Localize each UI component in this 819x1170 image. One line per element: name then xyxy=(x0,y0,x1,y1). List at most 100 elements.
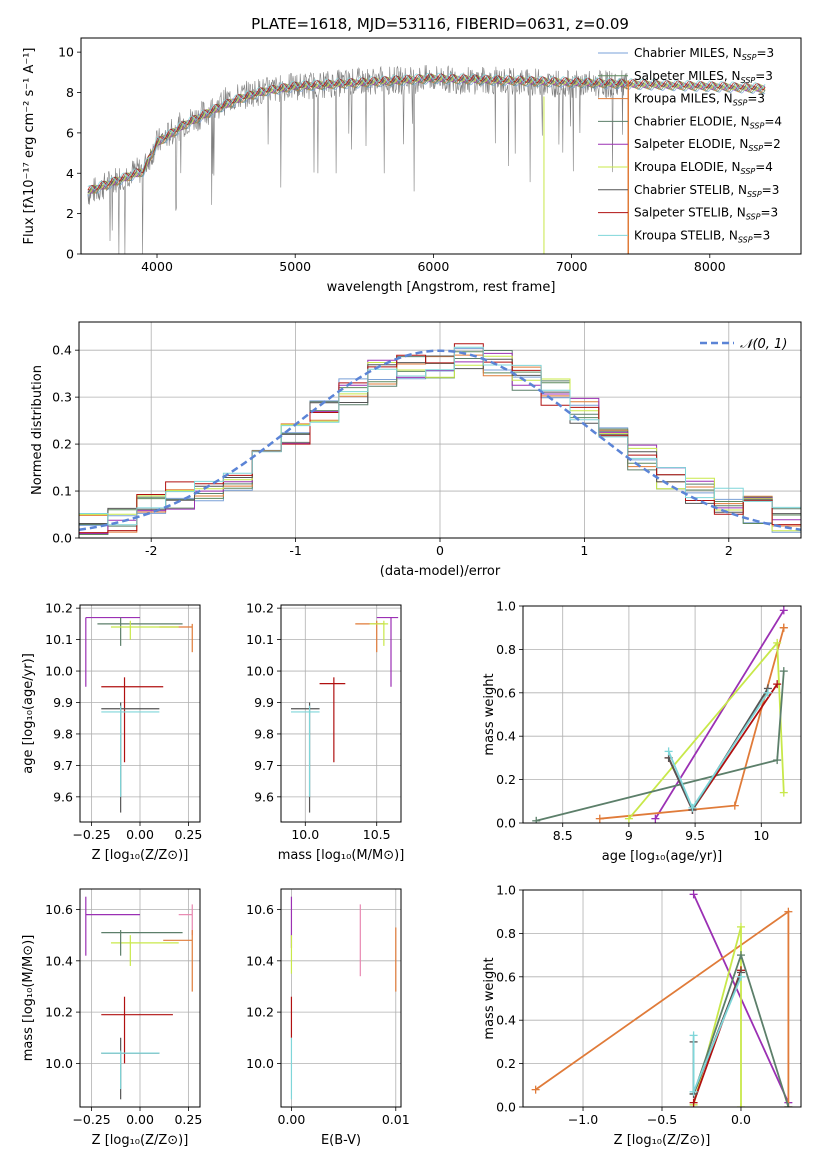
y-tick-label: 0.6 xyxy=(496,969,516,984)
legend-label-suffix: =3 xyxy=(762,183,780,197)
legend-label: Chabrier ELODIE, NSSP=4 xyxy=(634,114,782,130)
y-tick-label: 10.0 xyxy=(45,664,73,679)
spectrum-model-line xyxy=(87,72,766,191)
legend-label-suffix: =3 xyxy=(756,46,774,60)
figure-title: PLATE=1618, MJD=53116, FIBERID=0631, z=0… xyxy=(251,15,629,33)
x-tick-label: 9 xyxy=(625,828,633,843)
weight-series-line xyxy=(692,926,742,1107)
y-axis-label: mass weight xyxy=(482,673,497,755)
x-axis-label: Z [log₁₀(Z/Z⊙)] xyxy=(92,1133,189,1148)
weight-series-line xyxy=(654,609,785,820)
weight-marker xyxy=(784,1103,793,1107)
y-tick-label: 10.6 xyxy=(45,902,73,917)
weight-marker xyxy=(763,688,772,697)
axes-frame xyxy=(522,889,802,1108)
weight-marker xyxy=(736,1103,745,1107)
errorbar-point xyxy=(101,705,160,797)
x-axis-label: age [log₁₀(age/yr)] xyxy=(602,849,723,864)
weight-marker xyxy=(736,972,745,981)
weight-marker xyxy=(736,951,745,960)
weight-marker xyxy=(531,1085,540,1094)
axes-mass_vs_ebv: 0.00 0.01 10.0 10.2 10.4 10.6 E(B-V) xyxy=(246,888,410,1148)
y-axis-label: Normed distribution xyxy=(30,365,45,495)
spectrum-data-line xyxy=(87,65,628,254)
errorbar-point xyxy=(376,616,399,687)
x-tick-label: 2 xyxy=(725,543,733,558)
errorbar-point xyxy=(85,616,140,687)
x-tick-label: −0.25 xyxy=(72,827,110,842)
x-tick-label: 4000 xyxy=(141,259,173,274)
errorbar-point xyxy=(101,677,164,763)
x-tick-label: 0.25 xyxy=(174,1112,202,1127)
x-tick-label: 8000 xyxy=(694,259,726,274)
legend-label: Chabrier MILES, NSSP=3 xyxy=(634,46,774,62)
legend-label: Chabrier STELIB, NSSP=3 xyxy=(634,183,779,199)
x-tick-label: 0.00 xyxy=(126,1112,154,1127)
legend-label-suffix: =2 xyxy=(763,137,781,151)
legend-label-suffix: =4 xyxy=(764,114,782,128)
y-tick-label: 0.2 xyxy=(52,437,72,452)
weight-marker xyxy=(664,747,673,756)
axes-frame xyxy=(280,888,402,1108)
y-tick-label: 10.2 xyxy=(45,601,73,616)
legend-label-suffix: =4 xyxy=(755,160,773,174)
errorbar-point xyxy=(369,620,389,646)
x-tick-label: -1 xyxy=(289,543,301,558)
legend-label: Kroupa ELODIE, NSSP=4 xyxy=(634,160,773,176)
y-tick-label: 0.8 xyxy=(496,926,516,941)
axes-frame xyxy=(79,888,201,1108)
spectrum-legend: Chabrier MILES, NSSP=3 Salpeter MILES, NS… xyxy=(598,46,782,244)
axes-frame xyxy=(280,604,402,823)
legend-label: Salpeter STELIB, NSSP=3 xyxy=(634,206,778,222)
errorbar-point xyxy=(159,623,193,653)
y-tick-label: 10.1 xyxy=(246,632,274,647)
x-tick-label: −0.5 xyxy=(647,1112,677,1127)
legend-label: 𝒩(0, 1) xyxy=(740,337,787,352)
weight-marker xyxy=(779,623,788,632)
axes-residuals: -2 -1 0 1 2 0.0 0.1 0.2 0.3 0.4 (data-model)/error… xyxy=(30,321,802,579)
errorbar-point xyxy=(101,1037,160,1100)
weight-marker xyxy=(779,667,788,676)
x-tick-label: 5000 xyxy=(279,259,311,274)
y-tick-label: 10.2 xyxy=(246,601,274,616)
y-tick-label: 1.0 xyxy=(496,883,516,898)
weight-marker xyxy=(689,1098,698,1107)
y-tick-label: 0.6 xyxy=(496,685,516,700)
errorbar-point xyxy=(178,904,193,936)
legend-label-sub: SSP xyxy=(742,53,757,62)
y-tick-label: 10.6 xyxy=(246,902,274,917)
y-tick-label: 2 xyxy=(66,206,74,221)
y-tick-label: 4 xyxy=(66,166,74,181)
axes-mass_vs_Z: −0.25 0.00 0.25 10.0 10.2 10.4 10.6 Z [log₁₀(Z/… xyxy=(21,888,202,1148)
y-tick-label: 0 xyxy=(66,247,74,262)
errorbar-point xyxy=(101,930,183,956)
legend-label-sub: SSP xyxy=(733,99,748,108)
y-axis-label: age [log₁₀(age/yr)] xyxy=(21,653,36,774)
weight-marker xyxy=(784,907,793,916)
weight-series-line xyxy=(535,671,785,822)
x-axis-label: Z [log₁₀(Z/Z⊙)] xyxy=(614,1133,711,1148)
legend-label-sub: SSP xyxy=(750,121,765,130)
errorbar-point xyxy=(291,705,320,797)
y-axis-label: mass weight xyxy=(482,957,497,1039)
x-tick-label: 9.5 xyxy=(685,828,705,843)
y-tick-label: 0.4 xyxy=(52,343,72,358)
y-tick-label: 9.6 xyxy=(53,789,73,804)
y-tick-label: 0.3 xyxy=(52,390,72,405)
y-axis-label: Flux [fλ10⁻¹⁷ erg cm⁻² s⁻¹ A⁻¹] xyxy=(22,48,37,245)
x-tick-label: 0.00 xyxy=(278,1112,306,1127)
x-axis-label: E(B-V) xyxy=(321,1133,361,1148)
x-axis-label: (data-model)/error xyxy=(380,564,501,579)
legend-label-sub: SSP xyxy=(747,190,762,199)
y-tick-label: 10.4 xyxy=(246,953,274,968)
x-tick-label: 10.0 xyxy=(291,827,319,842)
weight-marker xyxy=(689,890,698,899)
legend-label-sub: SSP xyxy=(738,235,753,244)
weight-marker xyxy=(779,606,788,615)
plot-area-age_vs_Z xyxy=(80,605,200,822)
y-tick-label: 0.1 xyxy=(52,484,72,499)
y-tick-label: 0.2 xyxy=(496,1056,516,1071)
x-tick-label: 6000 xyxy=(417,259,449,274)
x-tick-label: 8.5 xyxy=(553,828,573,843)
